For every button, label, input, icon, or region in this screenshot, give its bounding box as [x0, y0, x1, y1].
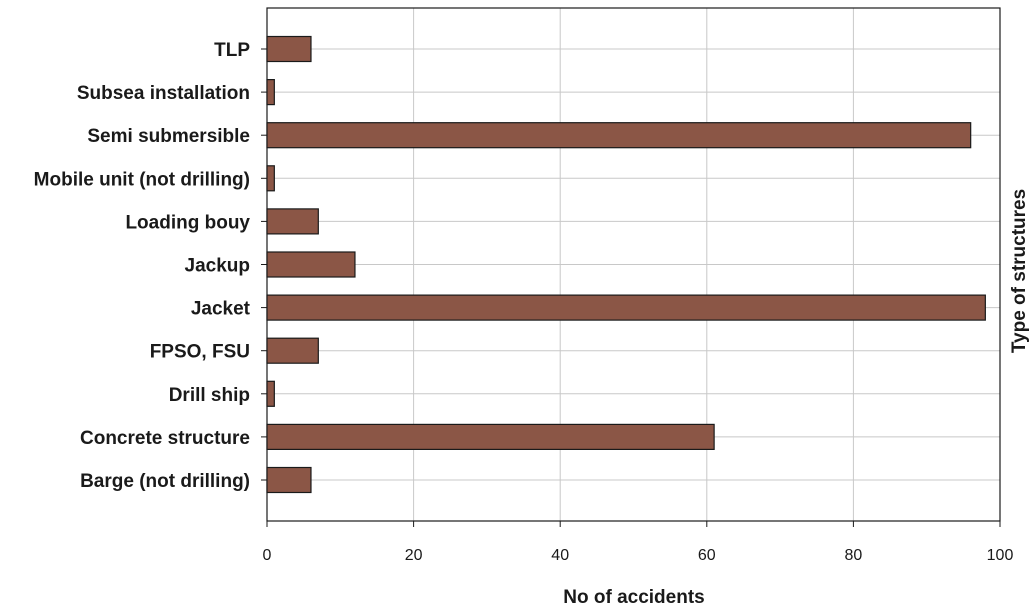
x-axis-ticks: 0 20 40 60 80 100: [263, 521, 1014, 564]
category-label: TLP: [214, 40, 250, 61]
bar: [266, 380, 275, 407]
bar: [266, 208, 319, 235]
category-label: Concrete structure: [80, 428, 250, 449]
bar: [266, 165, 275, 192]
category-labels: Barge (not drilling) Concrete structure Dr…: [34, 40, 267, 492]
category-label: Jackup: [185, 256, 250, 277]
y-axis-title: Type of structures: [1009, 189, 1030, 353]
category-label: FPSO, FSU: [150, 342, 250, 363]
category-label: Mobile unit (not drilling): [34, 169, 250, 190]
bar: [266, 251, 356, 278]
x-tick-label: 0: [263, 547, 272, 564]
bar: [266, 122, 972, 149]
category-label: Subsea installation: [77, 83, 250, 104]
x-tick-label: 100: [987, 547, 1014, 564]
x-tick-label: 60: [698, 547, 716, 564]
category-label: Loading bouy: [125, 212, 250, 233]
x-axis-title: No of accidents: [563, 587, 704, 608]
category-label: Barge (not drilling): [80, 471, 250, 492]
x-tick-label: 80: [845, 547, 863, 564]
bar: [266, 423, 715, 450]
bar: [266, 294, 986, 321]
category-label: Drill ship: [169, 385, 250, 406]
x-tick-label: 20: [405, 547, 423, 564]
bar: [266, 35, 312, 63]
category-label: Jacket: [191, 299, 251, 320]
bars: [266, 35, 986, 494]
bar: [266, 466, 312, 494]
x-tick-label: 40: [551, 547, 569, 564]
category-label: Semi submersible: [87, 126, 250, 147]
bar: [266, 337, 319, 364]
bar: [266, 78, 275, 106]
